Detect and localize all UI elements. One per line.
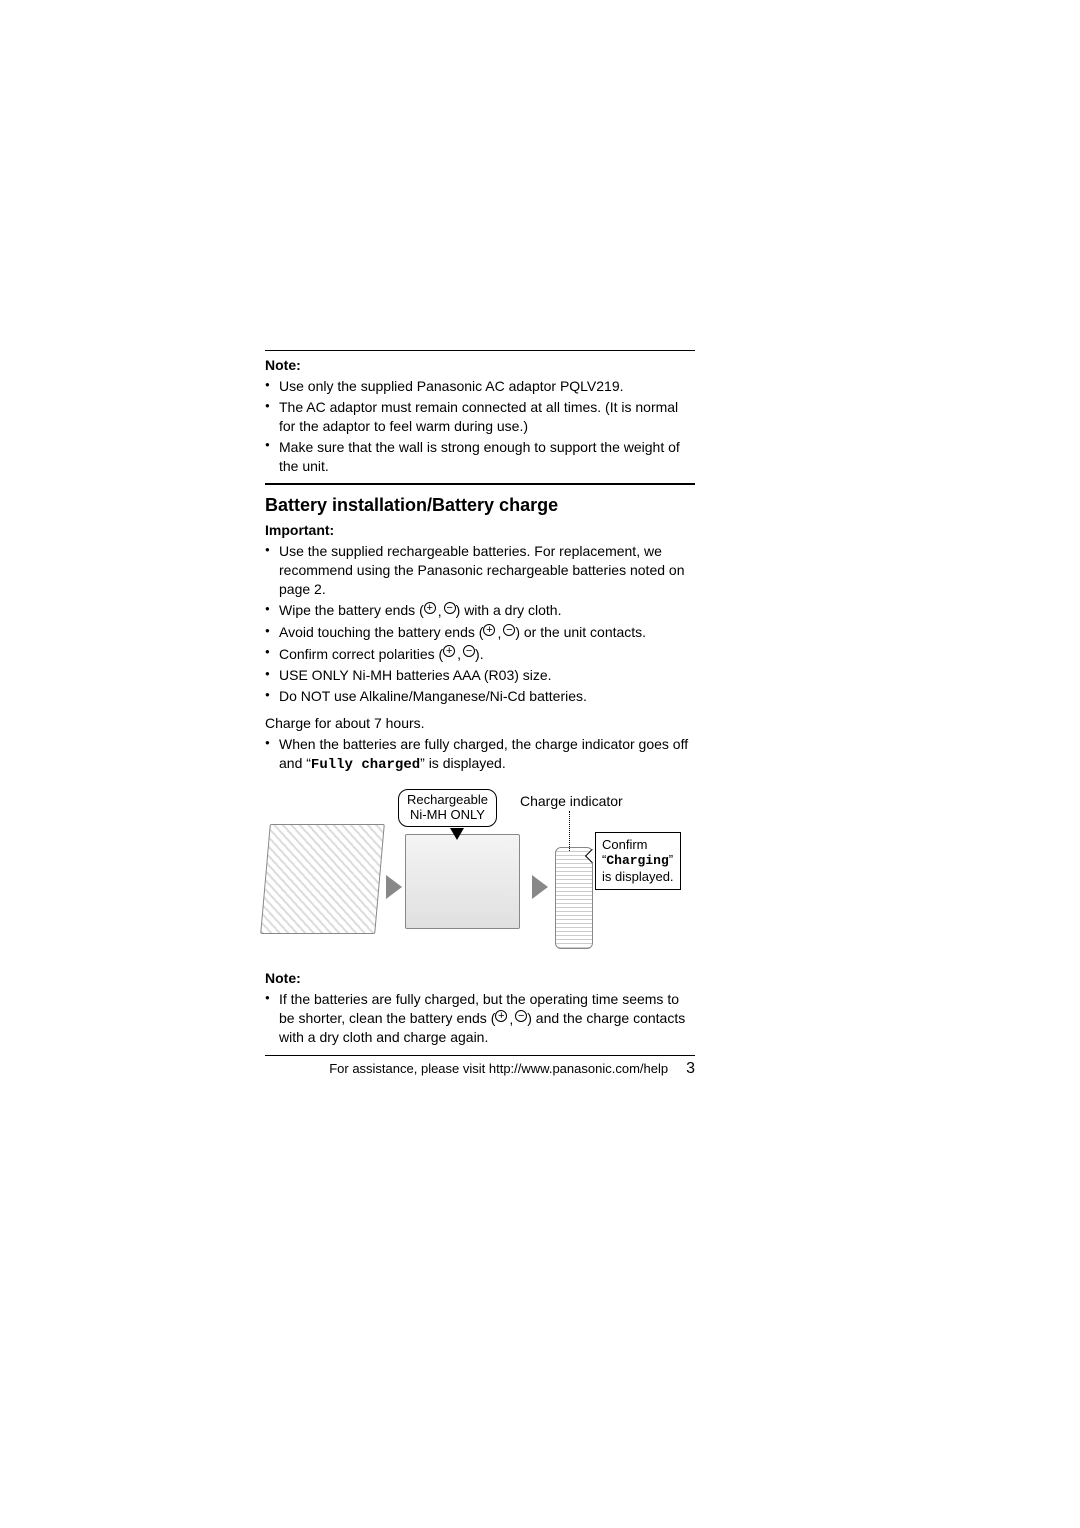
- charge-indicator-label: Charge indicator: [520, 793, 623, 809]
- note2-heading: Note:: [265, 970, 695, 986]
- note2-list: If the batteries are fully charged, but …: [265, 990, 695, 1048]
- text-post: ).: [475, 646, 484, 662]
- comma: ,: [438, 602, 442, 621]
- note1-item: The AC adaptor must remain connected at …: [265, 398, 695, 436]
- minus-icon: −: [515, 1010, 527, 1022]
- minus-icon: −: [444, 602, 456, 614]
- note1-item: Make sure that the wall is strong enough…: [265, 438, 695, 476]
- text-pre: Wipe the battery ends (: [279, 602, 424, 618]
- display-text: Fully charged: [311, 757, 420, 773]
- plus-icon: +: [424, 602, 436, 614]
- section-rule: [265, 483, 695, 485]
- arrow-icon: [532, 875, 548, 899]
- manual-page: Note: Use only the supplied Panasonic AC…: [265, 350, 695, 1078]
- text-post: ” is displayed.: [420, 755, 506, 771]
- quote-close: ”: [669, 852, 673, 867]
- text-post: ) or the unit contacts.: [515, 624, 646, 640]
- footer-assist-text: For assistance, please visit http://www.…: [329, 1061, 668, 1076]
- important-item: USE ONLY Ni-MH batteries AAA (R03) size.: [265, 666, 695, 685]
- important-heading: Important:: [265, 522, 695, 538]
- minus-icon: −: [503, 624, 515, 636]
- handset-illustration: [260, 824, 385, 934]
- badge-line1: Rechargeable: [407, 793, 488, 808]
- plus-icon: +: [483, 624, 495, 636]
- text-pre: Avoid touching the battery ends (: [279, 624, 483, 640]
- badge-line2: Ni-MH ONLY: [407, 808, 488, 823]
- footer-rule: [265, 1055, 695, 1056]
- badge-pointer-icon: [450, 828, 464, 840]
- important-item: Do NOT use Alkaline/Manganese/Ni-Cd batt…: [265, 687, 695, 706]
- important-item: Avoid touching the battery ends (+, −) o…: [265, 623, 695, 643]
- note2-item: If the batteries are fully charged, but …: [265, 990, 695, 1048]
- battery-install-figure: Rechargeable Ni-MH ONLY Charge indicator…: [265, 789, 685, 964]
- rule-top: [265, 350, 695, 351]
- plus-minus-icon: +, −: [483, 624, 515, 643]
- important-item: Wipe the battery ends (+, −) with a dry …: [265, 601, 695, 621]
- charge-bullet-list: When the batteries are fully charged, th…: [265, 735, 695, 775]
- arrow-icon: [386, 875, 402, 899]
- plus-icon: +: [443, 645, 455, 657]
- comma: ,: [457, 645, 461, 664]
- page-footer: For assistance, please visit http://www.…: [265, 1060, 695, 1078]
- important-item: Use the supplied rechargeable batteries.…: [265, 542, 695, 599]
- note1-item: Use only the supplied Panasonic AC adapt…: [265, 377, 695, 396]
- page-number: 3: [686, 1060, 695, 1078]
- minus-icon: −: [463, 645, 475, 657]
- display-text: Charging: [606, 853, 668, 868]
- leader-line: [569, 811, 570, 851]
- base-illustration: [405, 834, 520, 929]
- battery-type-badge: Rechargeable Ni-MH ONLY: [398, 789, 497, 827]
- note1-list: Use only the supplied Panasonic AC adapt…: [265, 377, 695, 475]
- docked-phone-illustration: [555, 847, 593, 949]
- note1-heading: Note:: [265, 357, 695, 373]
- important-item: Confirm correct polarities (+, −).: [265, 645, 695, 665]
- comma: ,: [509, 1010, 513, 1029]
- important-list: Use the supplied rechargeable batteries.…: [265, 542, 695, 706]
- confirm-line2: “Charging”: [602, 852, 674, 869]
- text-pre: Confirm correct polarities (: [279, 646, 443, 662]
- comma: ,: [497, 624, 501, 643]
- confirm-callout: Confirm “Charging” is displayed.: [595, 832, 681, 890]
- text-post: ) with a dry cloth.: [456, 602, 562, 618]
- plus-minus-icon: +, −: [424, 602, 456, 621]
- plus-minus-icon: +, −: [443, 645, 475, 664]
- confirm-line1: Confirm: [602, 837, 674, 853]
- plus-icon: +: [495, 1010, 507, 1022]
- charge-duration: Charge for about 7 hours.: [265, 714, 695, 733]
- confirm-line3: is displayed.: [602, 869, 674, 885]
- plus-minus-icon: +, −: [495, 1010, 527, 1029]
- section-title: Battery installation/Battery charge: [265, 495, 695, 516]
- charge-bullet: When the batteries are fully charged, th…: [265, 735, 695, 775]
